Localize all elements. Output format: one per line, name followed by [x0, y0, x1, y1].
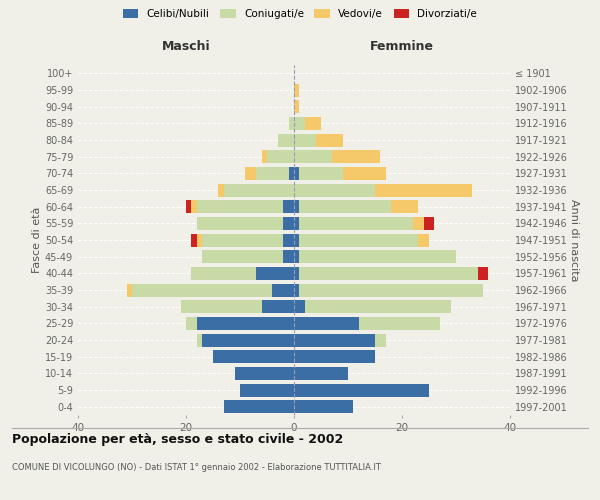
Bar — [283, 217, 294, 230]
Bar — [294, 317, 359, 330]
Bar — [343, 167, 386, 180]
Bar — [299, 250, 456, 263]
Text: Femmine: Femmine — [370, 40, 434, 54]
Bar — [294, 117, 305, 130]
Bar — [283, 250, 294, 263]
Bar — [272, 284, 294, 296]
Bar — [294, 334, 375, 346]
Bar — [305, 117, 321, 130]
Bar — [375, 184, 472, 196]
Bar — [418, 234, 429, 246]
Bar — [224, 400, 294, 413]
Bar — [289, 117, 294, 130]
Bar — [316, 134, 343, 146]
Y-axis label: Anni di nascita: Anni di nascita — [569, 198, 579, 281]
Bar — [283, 234, 294, 246]
Bar — [294, 217, 299, 230]
Bar — [191, 200, 197, 213]
Text: Popolazione per età, sesso e stato civile - 2002: Popolazione per età, sesso e stato civil… — [12, 432, 343, 446]
Bar — [413, 217, 424, 230]
Bar — [299, 234, 418, 246]
Bar — [375, 334, 386, 346]
Bar — [218, 184, 224, 196]
Bar — [213, 350, 294, 363]
Bar — [191, 267, 256, 280]
Bar — [294, 300, 305, 313]
Text: COMUNE DI VICOLUNGO (NO) - Dati ISTAT 1° gennaio 2002 - Elaborazione TUTTITALIA.: COMUNE DI VICOLUNGO (NO) - Dati ISTAT 1°… — [12, 462, 381, 471]
Bar — [294, 400, 353, 413]
Bar — [262, 300, 294, 313]
Bar — [299, 284, 483, 296]
Bar — [294, 150, 332, 163]
Bar — [278, 134, 294, 146]
Bar — [294, 350, 375, 363]
Bar — [197, 200, 283, 213]
Bar — [478, 267, 488, 280]
Bar — [197, 334, 202, 346]
Text: Maschi: Maschi — [161, 40, 211, 54]
Bar — [224, 184, 294, 196]
Bar — [294, 234, 299, 246]
Legend: Celibi/Nubili, Coniugati/e, Vedovi/e, Divorziati/e: Celibi/Nubili, Coniugati/e, Vedovi/e, Di… — [119, 5, 481, 24]
Bar — [197, 217, 283, 230]
Bar — [294, 200, 299, 213]
Bar — [299, 167, 343, 180]
Bar — [299, 217, 413, 230]
Bar — [294, 167, 299, 180]
Bar — [197, 317, 294, 330]
Bar — [359, 317, 440, 330]
Bar — [294, 134, 316, 146]
Bar — [197, 234, 202, 246]
Bar — [294, 367, 348, 380]
Bar — [283, 200, 294, 213]
Bar — [294, 184, 375, 196]
Bar — [294, 100, 299, 113]
Bar — [186, 317, 197, 330]
Bar — [240, 384, 294, 396]
Bar — [267, 150, 294, 163]
Bar — [181, 300, 262, 313]
Bar — [391, 200, 418, 213]
Bar — [424, 217, 434, 230]
Bar — [132, 284, 272, 296]
Bar — [294, 284, 299, 296]
Bar — [256, 267, 294, 280]
Bar — [256, 167, 289, 180]
Bar — [202, 250, 283, 263]
Bar — [294, 384, 429, 396]
Bar — [202, 334, 294, 346]
Bar — [305, 300, 451, 313]
Bar — [299, 267, 478, 280]
Bar — [235, 367, 294, 380]
Bar — [262, 150, 267, 163]
Bar — [299, 200, 391, 213]
Bar — [202, 234, 283, 246]
Bar — [127, 284, 132, 296]
Bar — [186, 200, 191, 213]
Bar — [289, 167, 294, 180]
Bar — [332, 150, 380, 163]
Bar — [294, 84, 299, 96]
Bar — [294, 250, 299, 263]
Bar — [191, 234, 197, 246]
Bar — [245, 167, 256, 180]
Bar — [294, 267, 299, 280]
Y-axis label: Fasce di età: Fasce di età — [32, 207, 42, 273]
